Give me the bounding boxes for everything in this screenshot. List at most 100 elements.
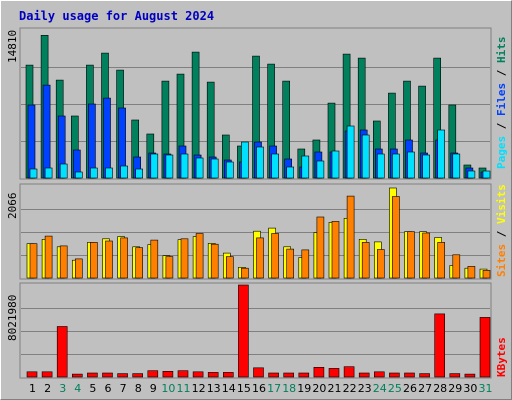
day-label-22: 22 [343,382,357,395]
day-label-21: 21 [328,382,342,395]
hits-panel-max-label: 14810 [6,30,19,63]
bar-files-day-6 [103,97,111,179]
bar-kbytes-day-28 [434,313,446,378]
bar-pages-day-2 [44,167,53,179]
bar-kbytes-day-11 [177,370,189,378]
bar-pages-day-20 [316,160,325,179]
bar-kbytes-day-19 [298,372,310,378]
legend-hits: Hits [495,37,508,64]
legend-kbytes: KBytes [495,337,508,377]
bar-pages-day-18 [286,166,295,179]
bar-pages-day-11 [180,153,189,179]
bar-pages-day-5 [90,167,98,179]
day-label-19: 19 [297,382,311,395]
bar-pages-day-17 [271,153,279,179]
bar-files-day-2 [42,84,51,179]
bar-kbytes-day-22 [343,366,355,378]
bar-kbytes-day-15 [238,284,249,378]
bar-pages-day-13 [210,158,219,179]
bar-sites-day-1 [29,243,38,279]
day-label-4: 4 [74,382,81,395]
bar-pages-day-23 [361,134,370,179]
bar-sites-day-22 [346,195,355,279]
bar-sites-day-25 [392,196,400,279]
day-label-12: 12 [192,382,206,395]
day-label-8: 8 [135,382,142,395]
bar-sites-day-14 [226,256,234,279]
bar-kbytes-day-20 [313,366,325,378]
bar-kbytes-day-24 [373,371,385,378]
bar-sites-day-17 [271,233,279,279]
day-label-3: 3 [59,382,66,395]
day-label-6: 6 [105,382,112,395]
bar-pages-day-27 [422,154,430,179]
day-label-24: 24 [373,382,387,395]
bar-sites-day-8 [135,247,143,279]
day-label-16: 16 [252,382,266,395]
bar-sites-day-13 [210,243,219,279]
bar-sites-day-10 [165,256,174,279]
bar-sites-day-16 [256,237,264,279]
day-label-15: 15 [237,382,251,395]
bar-pages-day-10 [165,154,174,179]
bar-sites-day-23 [361,242,370,279]
bar-kbytes-day-21 [328,368,340,378]
day-label-9: 9 [150,382,157,395]
bar-sites-day-11 [180,238,189,279]
kbytes-panel-max-label: 8021980 [6,295,19,341]
bar-kbytes-day-25 [389,372,400,378]
bar-kbytes-day-2 [41,371,53,378]
day-label-27: 27 [418,382,432,395]
bar-kbytes-day-13 [207,372,219,378]
bar-files-day-1 [27,104,36,179]
day-label-23: 23 [358,382,372,395]
legend-top: Pages / Files / Hits [495,37,508,170]
bar-pages-day-6 [105,167,113,179]
bar-pages-day-22 [346,125,355,179]
bar-sites-day-5 [90,242,98,279]
bar-kbytes-day-3 [56,326,68,378]
bar-pages-day-14 [226,161,234,179]
bar-files-day-5 [88,103,96,179]
bar-kbytes-day-6 [102,372,113,378]
legend-middle: Sites / Visits [495,184,508,277]
chart-title: Daily usage for August 2024 [19,9,214,23]
bar-kbytes-day-10 [162,370,174,378]
day-label-2: 2 [44,382,51,395]
day-label-28: 28 [433,382,447,395]
day-label-10: 10 [161,382,175,395]
bar-kbytes-day-5 [87,372,98,378]
bar-kbytes-day-14 [223,372,234,378]
bar-sites-day-28 [437,242,446,279]
legend-visits: Visits [495,184,508,224]
bar-pages-day-15 [241,141,249,179]
day-label-17: 17 [267,382,281,395]
kbytes-panel-background [19,282,492,379]
bar-pages-day-12 [195,157,204,179]
bar-kbytes-day-26 [404,372,415,378]
day-label-25: 25 [388,382,402,395]
bar-sites-day-2 [44,235,53,279]
bar-sites-day-7 [120,237,128,279]
bar-kbytes-day-16 [253,367,264,378]
day-label-1: 1 [29,382,36,395]
day-label-18: 18 [282,382,296,395]
bar-pages-day-9 [150,153,159,179]
bar-sites-day-19 [301,249,310,279]
bar-pages-day-4 [75,171,83,179]
bar-sites-day-12 [195,233,204,279]
bar-kbytes-day-17 [268,372,279,378]
bar-pages-day-19 [301,155,310,179]
bar-sites-day-21 [331,221,340,279]
bar-pages-day-25 [392,153,400,179]
legend-pages: Pages [495,136,508,169]
bar-pages-day-7 [120,165,128,179]
day-label-30: 30 [463,382,477,395]
bar-kbytes-day-31 [479,317,491,378]
bar-pages-day-26 [407,151,415,179]
bar-kbytes-day-27 [419,373,430,378]
day-label-29: 29 [448,382,462,395]
bar-pages-day-29 [452,153,461,179]
